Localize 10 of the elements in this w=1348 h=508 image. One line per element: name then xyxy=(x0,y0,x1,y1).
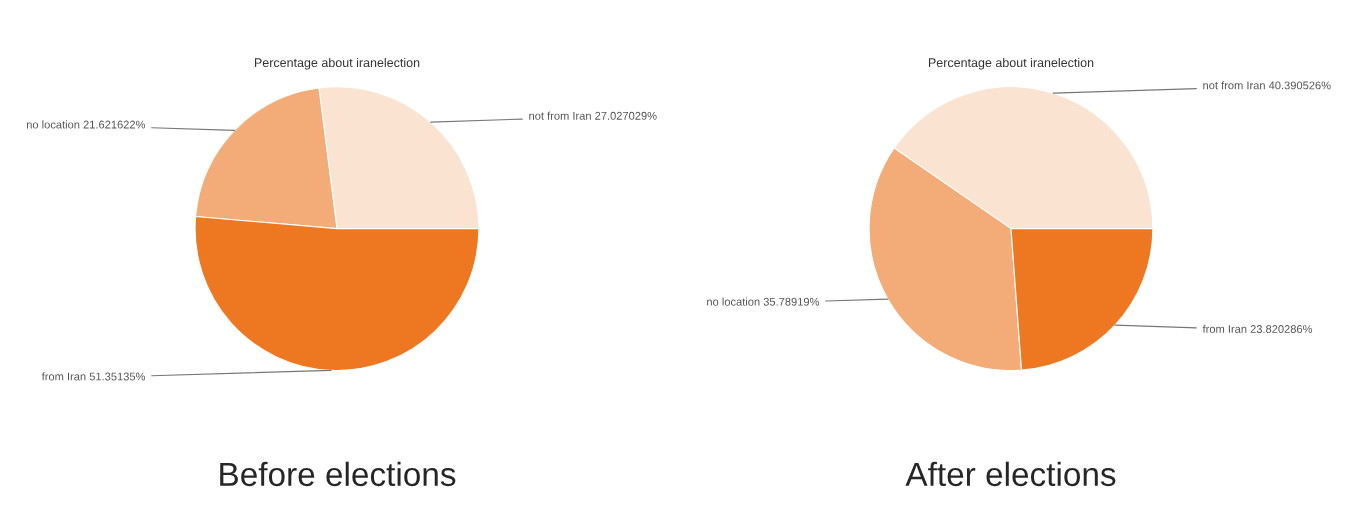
chart-title: Percentage about iranelection xyxy=(254,57,420,70)
slice-label: no location 35.78919% xyxy=(707,297,820,306)
chart-title: Percentage about iranelection xyxy=(928,57,1094,70)
text: Before elections xyxy=(220,461,456,487)
slice-label: no location 21.621622% xyxy=(26,120,146,129)
slice-label: from Iran 51.35135% xyxy=(41,372,146,381)
slice-label: not from Iran 27.027029% xyxy=(529,111,657,120)
slice-label: not from Iran 40.390526% xyxy=(1203,81,1331,90)
slice-label: from Iran 23.820286% xyxy=(1202,324,1313,333)
text: After elections xyxy=(905,461,1116,487)
